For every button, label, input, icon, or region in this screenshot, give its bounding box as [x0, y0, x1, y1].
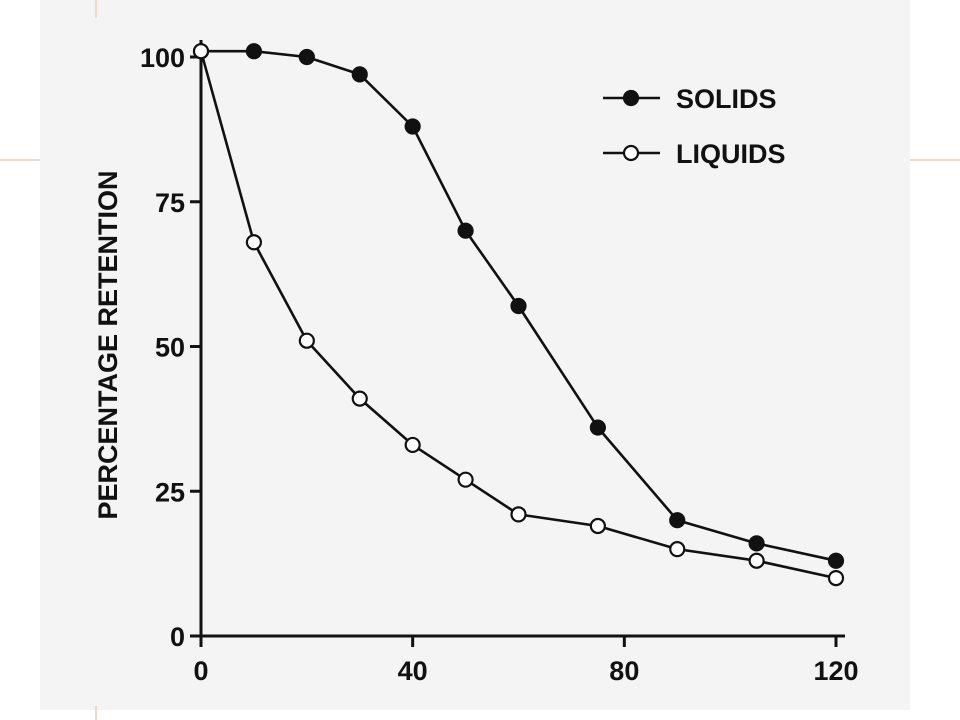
data-point-liquids [827, 569, 845, 587]
data-point-solids [298, 48, 315, 66]
y-tick-label: 25 [155, 477, 185, 507]
series-line-liquids [199, 50, 837, 580]
y-axis-label: PERCENTAGE RETENTION [93, 170, 123, 519]
series-solids [192, 43, 845, 569]
data-point-liquids [192, 43, 210, 60]
data-point-solids [827, 552, 845, 569]
data-point-liquids [669, 541, 686, 558]
data-point-liquids [589, 517, 606, 535]
crop-mark [910, 159, 960, 161]
axes: 0 25 50 75 100 0 40 80 120 PERCENTAGE RETENTION [93, 40, 859, 686]
data-point-liquids [245, 234, 263, 251]
data-point-solids [589, 419, 606, 436]
data-point-solids [351, 66, 368, 83]
legend-marker [622, 144, 640, 162]
crop-mark [0, 159, 40, 161]
legend-label: LIQUIDS [676, 139, 786, 169]
data-point-solids [748, 535, 765, 552]
x-tick-label: 0 [193, 656, 208, 686]
legend: SOLIDS LIQUIDS [603, 84, 786, 169]
y-tick-label: 50 [155, 333, 185, 363]
data-point-liquids [457, 471, 474, 488]
data-point-liquids [748, 552, 765, 569]
series-liquids [192, 43, 845, 587]
scanned-page [40, 0, 910, 710]
data-point-liquids [510, 506, 527, 523]
data-point-solids [669, 512, 686, 529]
x-tick-label: 120 [813, 656, 858, 686]
y-tick-label: 75 [155, 188, 185, 218]
crop-mark [95, 0, 97, 18]
data-point-solids [245, 43, 263, 60]
series-layer [192, 43, 845, 587]
data-point-solids [404, 118, 421, 135]
data-point-liquids [298, 332, 315, 349]
y-tick-label: 100 [140, 43, 185, 73]
legend-label: SOLIDS [676, 84, 777, 114]
data-point-solids [510, 297, 527, 315]
x-tick-label: 80 [609, 656, 639, 686]
y-tick-label: 0 [170, 622, 185, 652]
crop-mark [95, 706, 97, 720]
x-tick-label: 40 [398, 656, 428, 686]
data-point-solids [457, 222, 474, 239]
data-point-liquids [404, 436, 421, 454]
legend-marker [622, 89, 640, 107]
data-point-liquids [351, 390, 368, 407]
